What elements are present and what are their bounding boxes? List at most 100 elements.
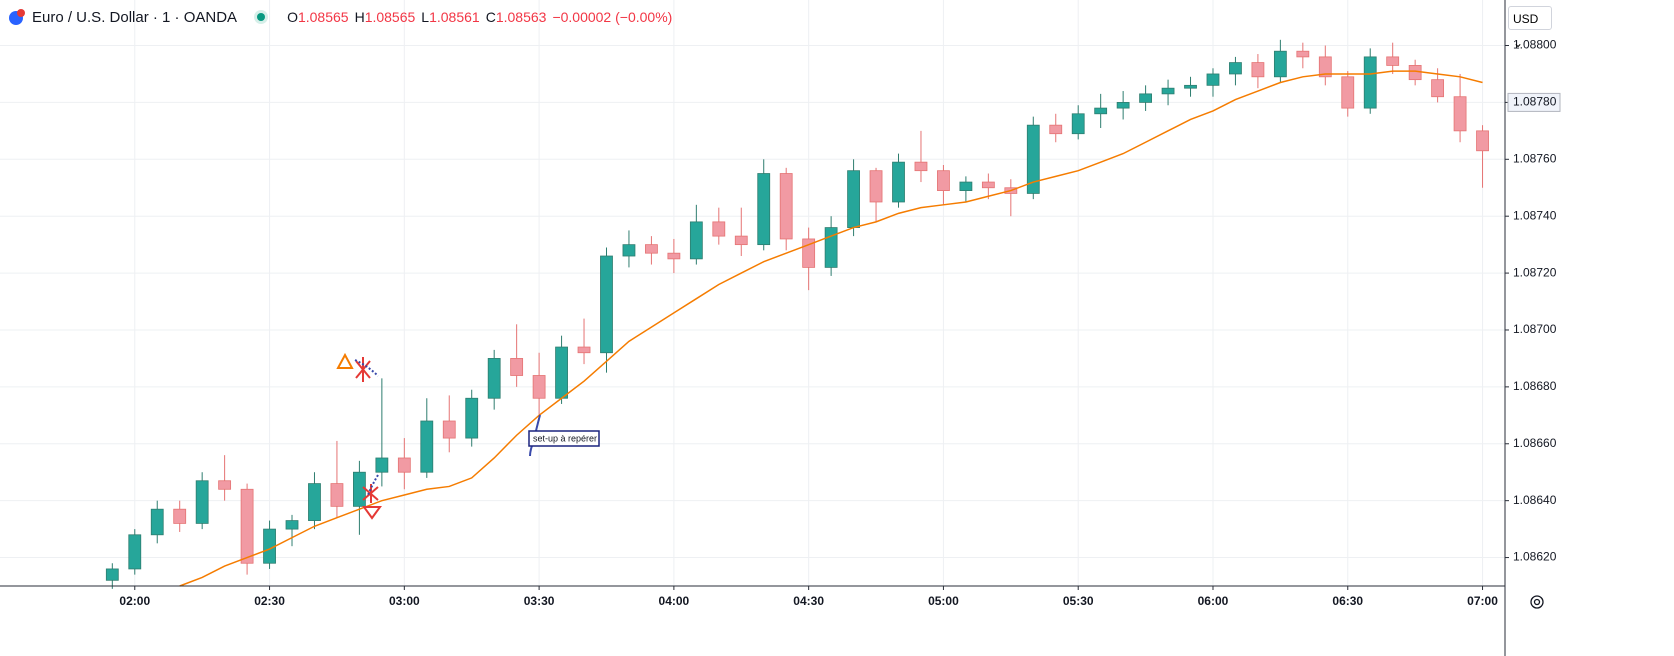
candle-body xyxy=(128,534,142,570)
symbol-icon xyxy=(9,9,25,25)
candle-body xyxy=(1139,93,1152,103)
candle-body xyxy=(1116,102,1130,109)
candle-body xyxy=(465,397,479,439)
candle-body xyxy=(375,457,389,473)
candle-body xyxy=(959,181,973,191)
candle-body xyxy=(757,173,771,246)
x-tick-label: 03:00 xyxy=(389,594,420,608)
candle-body xyxy=(1363,56,1377,109)
candle-body xyxy=(577,346,591,354)
currency: USD xyxy=(1513,12,1539,26)
y-tick-label: 1.08720 xyxy=(1513,265,1557,279)
candle-body xyxy=(1341,76,1355,109)
ohlc-value: 1.08561 xyxy=(429,9,480,25)
status-dot xyxy=(257,13,266,21)
ohlc-key: L xyxy=(421,9,430,25)
candle-body xyxy=(173,508,187,524)
y-tick-label: 1.08760 xyxy=(1513,151,1557,165)
y-tick-label: 1.08640 xyxy=(1513,493,1557,507)
candle-body xyxy=(105,568,119,581)
ohlc-key: O xyxy=(287,9,298,25)
y-tick-label: 1.08740 xyxy=(1513,208,1557,222)
candle-body xyxy=(645,244,658,254)
candle-body xyxy=(195,480,209,524)
candle-body xyxy=(1206,73,1220,86)
candle-body xyxy=(1431,79,1445,98)
candle-body xyxy=(869,170,883,203)
candle-body xyxy=(1476,130,1489,152)
stroke xyxy=(367,474,379,496)
x-tick-label: 04:00 xyxy=(659,594,690,608)
candle-body xyxy=(1026,124,1040,194)
candle-body xyxy=(1251,62,1265,78)
candle-body xyxy=(1184,84,1197,89)
candle-body xyxy=(824,227,838,268)
candle-body xyxy=(1229,62,1242,75)
candle-body xyxy=(734,235,748,246)
ohlc-key: C xyxy=(485,9,496,25)
x-tick-label: 02:30 xyxy=(254,594,285,608)
moving-average xyxy=(179,70,1483,587)
annotation: set-up à repérer xyxy=(533,433,597,443)
y-tick-label: 1.08680 xyxy=(1513,379,1557,393)
symbol: Euro / U.S. Dollar · 1 · OANDA xyxy=(32,8,238,26)
ohlc-value: 1.08565 xyxy=(364,9,416,25)
candle-body xyxy=(308,483,321,521)
candle-body xyxy=(1296,50,1310,58)
candle-body xyxy=(1408,65,1422,81)
candle-body xyxy=(1453,96,1467,132)
candle-body xyxy=(285,520,299,530)
triangle xyxy=(362,506,382,520)
candle-body xyxy=(442,420,456,439)
candle-body xyxy=(330,483,344,507)
annotation-box xyxy=(528,430,600,447)
y-tick-label: 1.08800 xyxy=(1513,38,1557,52)
x-tick-label: 06:00 xyxy=(1198,594,1229,608)
candle-body xyxy=(1161,87,1175,95)
ohlc-value: 1.08563 xyxy=(495,9,547,25)
candle-body xyxy=(1318,56,1332,78)
candle-body xyxy=(689,221,703,260)
candle-body xyxy=(779,173,793,240)
candle-body xyxy=(622,244,636,257)
change: −0.00002 (−0.00%) xyxy=(552,9,673,25)
candle-body xyxy=(1071,113,1085,135)
candle-body xyxy=(937,170,950,191)
candle-body xyxy=(420,420,434,473)
ohlc: O 1.08565 H 1.08565 L 1.08561 C 1.08563 xyxy=(281,9,546,25)
candle-body xyxy=(1094,107,1108,115)
candle-body xyxy=(218,480,232,490)
candle-body xyxy=(914,161,928,172)
x-tick-label: 04:30 xyxy=(793,594,824,608)
candle-body xyxy=(353,471,366,507)
ohlc-key: H xyxy=(354,9,365,25)
x-tick-label: 03:30 xyxy=(524,594,555,608)
triangle-up xyxy=(336,352,354,369)
candle-body xyxy=(150,508,164,536)
candle-body xyxy=(600,255,613,354)
candle-body xyxy=(397,457,411,473)
y-tick-label: 1.08700 xyxy=(1513,322,1557,336)
marks xyxy=(105,39,1489,589)
candle-body xyxy=(1273,50,1287,78)
candle-body xyxy=(240,488,254,564)
candle-body xyxy=(847,170,860,228)
stroke xyxy=(354,359,379,377)
y-tick-label: 1.08620 xyxy=(1513,550,1557,564)
x-tick-label: 07:00 xyxy=(1467,594,1498,608)
candle-body xyxy=(1049,124,1063,135)
settings-icon[interactable] xyxy=(1530,595,1544,609)
currency-button[interactable]: USD ⌄ xyxy=(1508,6,1552,50)
candle-body xyxy=(532,375,546,399)
drawings xyxy=(336,352,541,520)
x-tick-label: 05:00 xyxy=(928,594,959,608)
price-label-box xyxy=(1507,92,1561,112)
candle-body xyxy=(510,358,524,376)
candle-body xyxy=(555,346,568,399)
candle-body xyxy=(1386,56,1400,66)
header: Euro / U.S. Dollar · 1 · OANDA O 1.08565 H… xyxy=(8,8,672,26)
candle-body xyxy=(712,221,726,237)
candle-body xyxy=(981,181,995,189)
